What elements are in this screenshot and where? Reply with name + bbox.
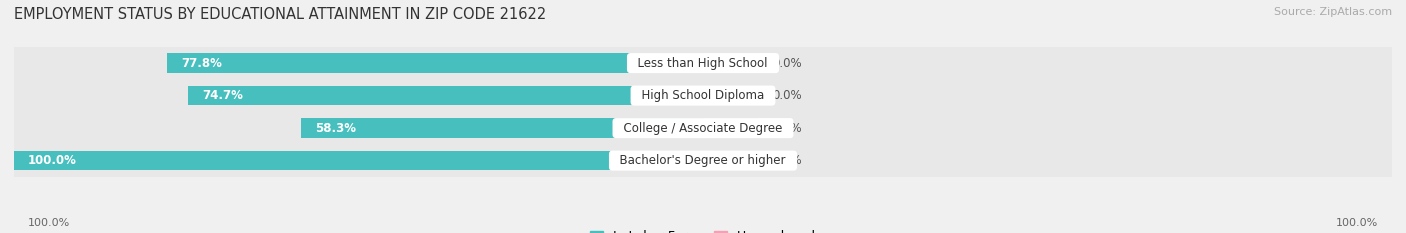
Text: 77.8%: 77.8% xyxy=(181,57,222,70)
Text: Less than High School: Less than High School xyxy=(630,57,776,70)
Bar xyxy=(14,151,703,170)
Bar xyxy=(14,79,1392,112)
Bar xyxy=(14,47,1392,79)
Text: EMPLOYMENT STATUS BY EDUCATIONAL ATTAINMENT IN ZIP CODE 21622: EMPLOYMENT STATUS BY EDUCATIONAL ATTAINM… xyxy=(14,7,547,22)
Bar xyxy=(188,86,703,105)
Bar xyxy=(703,151,758,170)
Text: College / Associate Degree: College / Associate Degree xyxy=(616,122,790,135)
Text: 100.0%: 100.0% xyxy=(28,218,70,228)
Text: 100.0%: 100.0% xyxy=(1336,218,1378,228)
Text: Source: ZipAtlas.com: Source: ZipAtlas.com xyxy=(1274,7,1392,17)
Text: 0.0%: 0.0% xyxy=(772,89,801,102)
Text: High School Diploma: High School Diploma xyxy=(634,89,772,102)
Text: 0.0%: 0.0% xyxy=(772,122,801,135)
Legend: In Labor Force, Unemployed: In Labor Force, Unemployed xyxy=(585,225,821,233)
Text: 100.0%: 100.0% xyxy=(28,154,77,167)
Bar xyxy=(703,53,758,73)
Text: 0.0%: 0.0% xyxy=(772,154,801,167)
Bar xyxy=(301,118,703,138)
Bar xyxy=(167,53,703,73)
Text: 0.0%: 0.0% xyxy=(772,57,801,70)
Bar xyxy=(14,144,1392,177)
Bar xyxy=(14,112,1392,144)
Bar xyxy=(703,118,758,138)
Text: 58.3%: 58.3% xyxy=(315,122,356,135)
Text: Bachelor's Degree or higher: Bachelor's Degree or higher xyxy=(613,154,793,167)
Text: 74.7%: 74.7% xyxy=(202,89,243,102)
Bar xyxy=(703,86,758,105)
